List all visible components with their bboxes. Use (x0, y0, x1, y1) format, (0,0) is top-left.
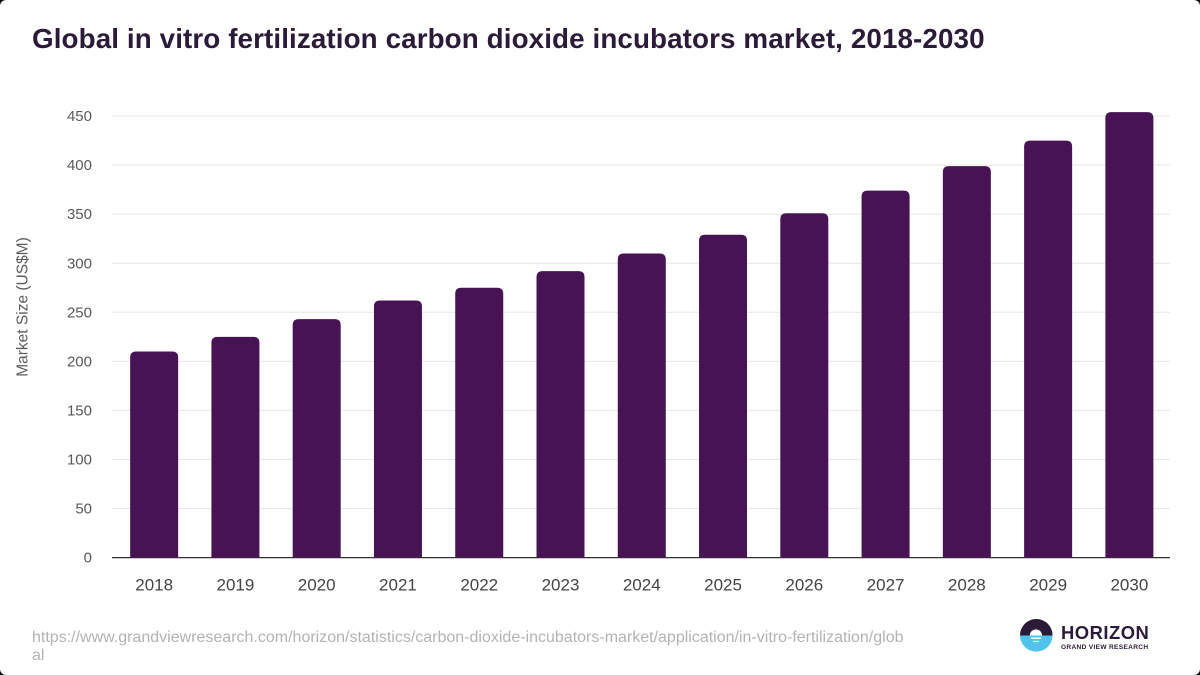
svg-text:2026: 2026 (785, 576, 823, 595)
svg-text:2024: 2024 (623, 576, 661, 595)
svg-text:300: 300 (67, 255, 92, 272)
svg-text:200: 200 (67, 353, 92, 370)
svg-text:2029: 2029 (1029, 576, 1067, 595)
svg-text:2022: 2022 (460, 576, 498, 595)
svg-text:2021: 2021 (379, 576, 417, 595)
svg-text:2027: 2027 (867, 576, 905, 595)
svg-text:2019: 2019 (217, 576, 255, 595)
svg-text:2018: 2018 (135, 576, 173, 595)
svg-text:150: 150 (67, 402, 92, 419)
svg-text:350: 350 (67, 206, 92, 223)
svg-text:2025: 2025 (704, 576, 742, 595)
svg-text:2028: 2028 (948, 576, 986, 595)
svg-text:2020: 2020 (298, 576, 336, 595)
svg-text:GRAND VIEW RESEARCH: GRAND VIEW RESEARCH (1061, 644, 1148, 651)
svg-text:250: 250 (67, 304, 92, 321)
svg-text:2023: 2023 (542, 576, 580, 595)
svg-text:450: 450 (67, 108, 92, 125)
svg-text:50: 50 (75, 501, 92, 518)
svg-text:400: 400 (67, 157, 92, 174)
svg-text:2030: 2030 (1110, 576, 1148, 595)
svg-text:HORIZON: HORIZON (1061, 622, 1149, 643)
svg-text:0: 0 (84, 550, 92, 567)
svg-text:100: 100 (67, 451, 92, 468)
